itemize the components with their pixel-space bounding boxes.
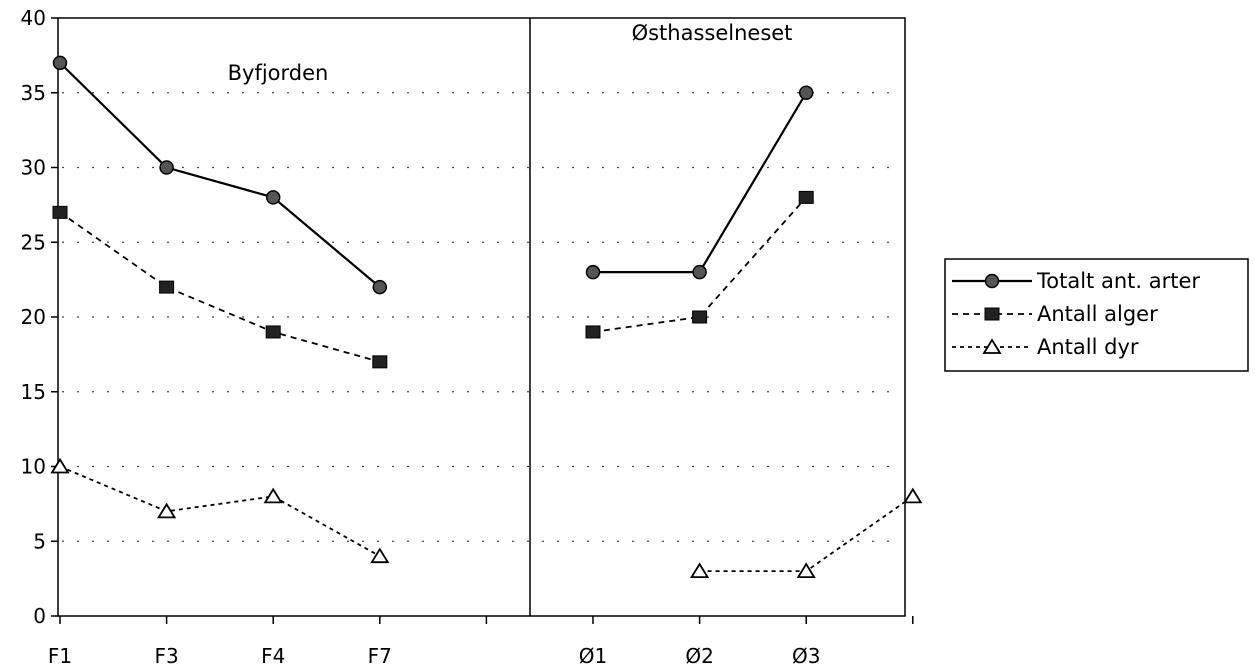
data-point: [265, 190, 281, 205]
y-tick-label: 20: [21, 305, 46, 329]
series-line: [59, 465, 381, 557]
data-point: [585, 325, 601, 339]
y-tick-label: 40: [21, 6, 46, 30]
legend-marker: [982, 338, 1002, 354]
data-point: [265, 325, 281, 339]
data-point: [692, 310, 708, 324]
x-tick-label: F7: [368, 644, 392, 668]
data-point: [370, 547, 390, 564]
series-line: [59, 62, 381, 288]
labels: Byfjorden Østhasselneset: [228, 21, 793, 85]
x-tick-label: Ø3: [792, 644, 820, 668]
data-point: [585, 264, 601, 280]
legend-label: Antall alger: [1037, 302, 1158, 326]
data-point: [796, 562, 816, 579]
section-label-byfjorden: Byfjorden: [228, 61, 329, 85]
plot-frame: [57, 17, 906, 617]
series-line: [699, 495, 914, 573]
y-tick-label: 25: [21, 230, 46, 254]
legend-label: Antall dyr: [1037, 335, 1139, 359]
axes: 0 5 10 15 20 25 30 35 40 F1 F3 F4 F7 Ø1 Ø2 Ø3: [21, 6, 914, 668]
legend: Totalt ant. arter Antall alger Antall dyr: [944, 258, 1249, 372]
legend-label: Totalt ant. arter: [1036, 269, 1200, 293]
series-triangle: [50, 457, 923, 579]
data-point: [50, 457, 70, 474]
data-point: [692, 264, 707, 280]
y-tick-label: 15: [21, 380, 46, 404]
x-tick-label: F3: [154, 644, 178, 668]
series: [50, 55, 923, 579]
x-tick-label: F1: [48, 644, 72, 668]
grid-lines: [62, 92, 901, 542]
x-tick-label: Ø2: [685, 644, 713, 668]
y-tick-label: 35: [21, 81, 46, 105]
data-point: [903, 487, 923, 504]
y-tick-label: 0: [33, 604, 46, 628]
data-point: [372, 355, 388, 369]
x-tick-label: F4: [261, 644, 285, 668]
data-point: [52, 205, 68, 219]
section-label-osthasselneset: Østhasselneset: [632, 21, 793, 45]
data-point: [263, 487, 283, 504]
legend-marker: [984, 273, 1000, 289]
data-point: [159, 280, 175, 294]
series-line: [592, 196, 807, 333]
y-tick-label: 5: [33, 529, 46, 553]
legend-marker: [984, 307, 1000, 321]
data-point: [372, 279, 388, 295]
series-circle: [52, 55, 814, 295]
x-tick-label: Ø1: [579, 644, 607, 668]
series-square: [52, 190, 814, 369]
data-point: [156, 502, 177, 519]
series-line: [593, 92, 808, 274]
data-point: [798, 190, 814, 204]
y-tick-label: 10: [21, 455, 46, 479]
y-tick-label: 30: [21, 156, 46, 180]
data-point: [689, 562, 710, 579]
data-point: [159, 160, 174, 175]
series-line: [59, 211, 381, 363]
data-point: [52, 55, 68, 71]
data-point: [798, 85, 814, 100]
